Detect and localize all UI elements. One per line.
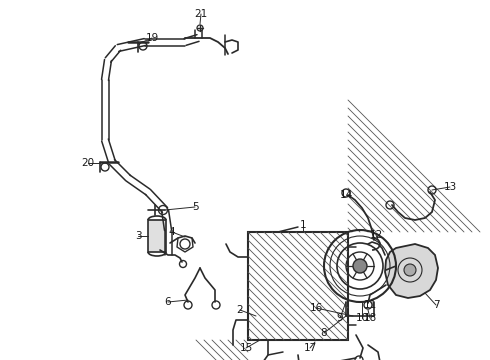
Text: 19: 19 <box>146 33 159 43</box>
Text: 8: 8 <box>320 328 327 338</box>
Text: 12: 12 <box>369 230 383 240</box>
Text: 2: 2 <box>237 305 244 315</box>
Circle shape <box>353 259 367 273</box>
Text: 21: 21 <box>195 9 208 19</box>
Text: 17: 17 <box>303 343 317 353</box>
Text: 16: 16 <box>309 303 322 313</box>
Bar <box>248 232 348 340</box>
Text: 7: 7 <box>433 300 440 310</box>
Text: 15: 15 <box>240 343 253 353</box>
Text: 9: 9 <box>337 313 343 323</box>
Text: 14: 14 <box>340 190 353 200</box>
Bar <box>148 220 166 252</box>
Text: 10: 10 <box>355 313 368 323</box>
Text: 1: 1 <box>300 220 306 230</box>
Circle shape <box>404 264 416 276</box>
Text: 13: 13 <box>443 182 457 192</box>
Polygon shape <box>385 244 438 298</box>
Text: 18: 18 <box>364 313 377 323</box>
Text: 5: 5 <box>192 202 198 212</box>
Text: 6: 6 <box>165 297 172 307</box>
Text: 20: 20 <box>81 158 95 168</box>
Text: 3: 3 <box>135 231 141 241</box>
Text: 11: 11 <box>364 300 377 310</box>
Text: 4: 4 <box>169 227 175 237</box>
